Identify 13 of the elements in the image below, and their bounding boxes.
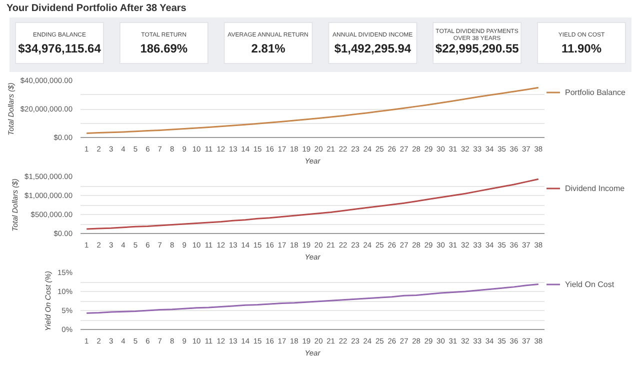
text: $22,995,290.55 [435,42,520,56]
text: Your Dividend Portfolio After 38 Years [6,3,187,14]
line-series [86,86,540,134]
line-series [86,284,540,314]
text: $1,492,295.94 [334,42,412,56]
line-series [86,178,540,230]
legend-label: Portfolio Balance [565,88,626,96]
text: 2.81% [251,42,286,56]
legend-label: Yield On Cost [565,280,614,288]
text: $34,976,115.64 [18,42,102,56]
text: 186.69% [140,42,188,56]
text: 11.90% [561,42,602,56]
legend-label: Dividend Income [565,184,625,192]
